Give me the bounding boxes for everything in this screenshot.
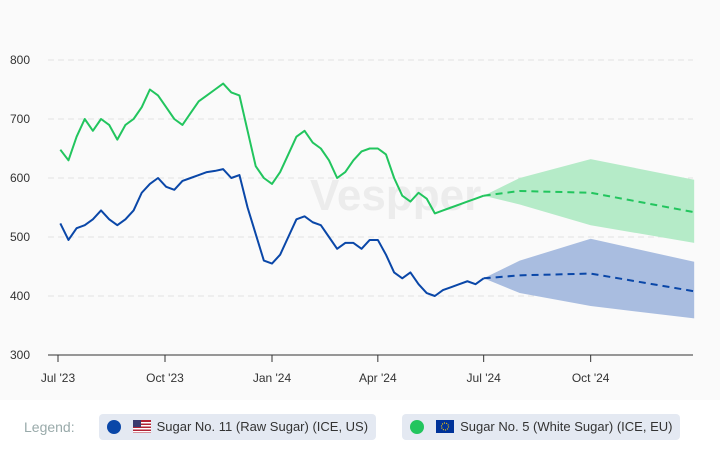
forecast-line-0 [483, 272, 695, 293]
legend-text: Sugar No. 5 (White Sugar) (ICE, EU) [460, 419, 673, 434]
y-tick-label: 500 [10, 230, 30, 244]
y-tick-label: 800 [10, 53, 30, 67]
series-dot-icon [106, 419, 121, 434]
forecast-band-0 [483, 238, 695, 319]
x-tick-label: Oct '24 [572, 371, 610, 385]
x-tick-label: Jul '23 [41, 371, 76, 385]
series-line-0 [59, 168, 485, 297]
x-tick-label: Jan '24 [253, 371, 292, 385]
series-line-1 [59, 82, 485, 215]
legend: Legend: Sugar No. 11 (Raw Sugar) (ICE, U… [0, 400, 720, 453]
watermark: Vespper [310, 171, 481, 220]
forecast-line-1 [483, 189, 695, 214]
legend-item-white-sugar[interactable]: Sugar No. 5 (White Sugar) (ICE, EU) [402, 413, 681, 440]
forecast-band-1 [483, 159, 695, 243]
y-tick-label: 300 [10, 348, 30, 362]
legend-item-raw-sugar[interactable]: Sugar No. 11 (Raw Sugar) (ICE, US) [98, 413, 377, 440]
series-dot-icon [410, 419, 425, 434]
legend-label: Legend: [24, 418, 75, 435]
x-tick-label: Apr '24 [359, 371, 397, 385]
x-tick-label: Oct '23 [146, 371, 184, 385]
us-flag-icon [132, 420, 151, 433]
x-tick-label: Jul '24 [467, 371, 502, 385]
eu-flag-icon [436, 420, 455, 433]
line-chart: Vespper 300 400 500 600 700 800 Jul '23 Oct '23… [10, 53, 695, 385]
y-tick-label: 600 [10, 171, 30, 185]
y-tick-label: 400 [10, 289, 30, 303]
legend-text: Sugar No. 11 (Raw Sugar) (ICE, US) [156, 419, 369, 434]
y-tick-label: 700 [10, 112, 30, 126]
